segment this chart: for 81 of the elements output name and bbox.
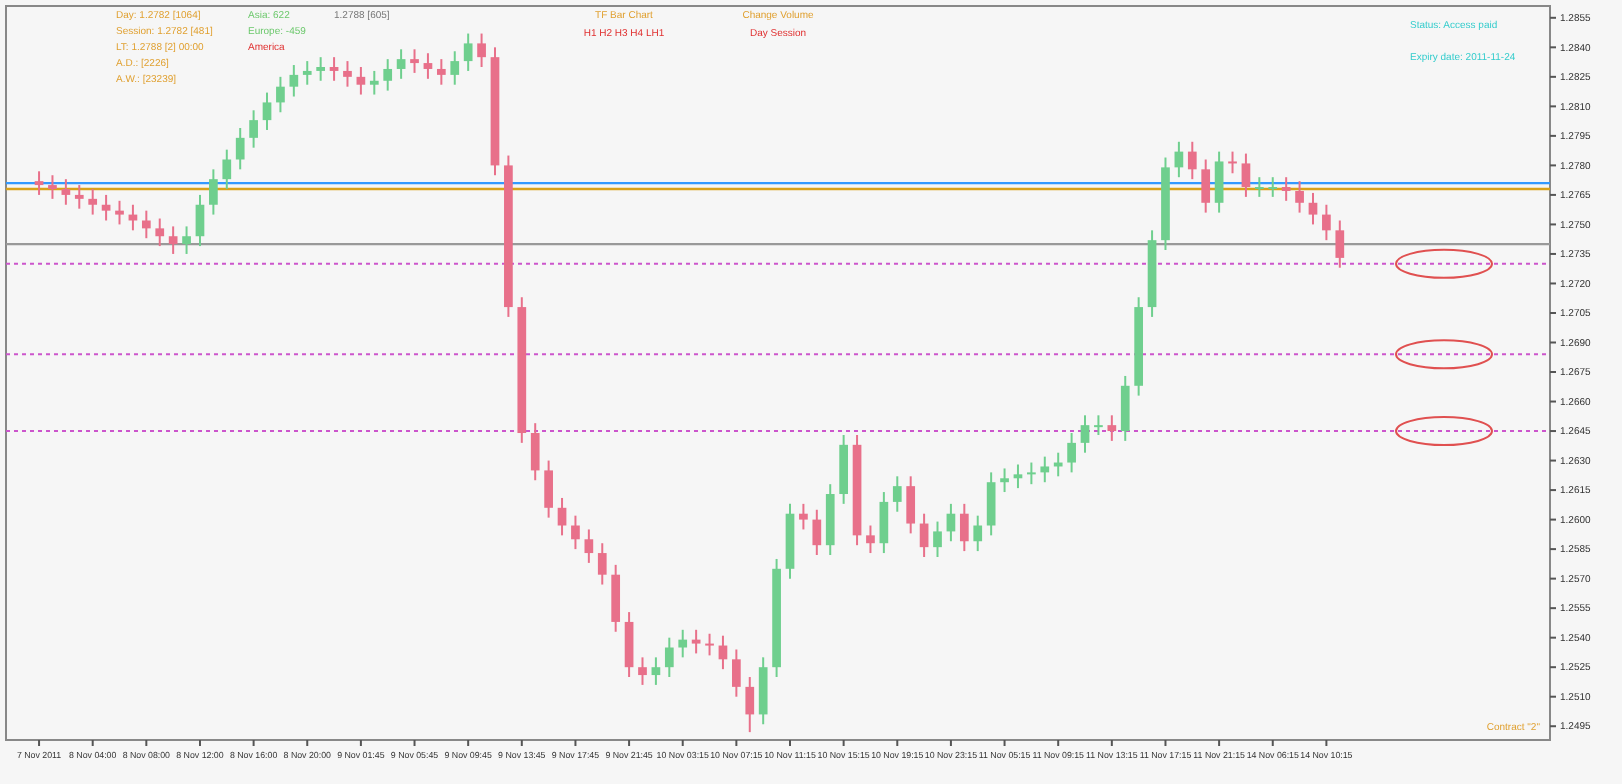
candlestick — [1201, 158, 1211, 214]
candlestick — [1228, 150, 1237, 175]
candlestick — [557, 496, 567, 537]
candlestick — [302, 60, 312, 86]
candlestick — [115, 199, 124, 226]
candlestick — [155, 217, 165, 248]
candlestick — [812, 508, 822, 557]
candlestick — [463, 32, 473, 72]
candlestick — [1308, 191, 1318, 226]
candlestick — [1094, 414, 1103, 436]
candlestick — [343, 60, 352, 88]
candlestick — [48, 174, 57, 200]
candlestick — [1080, 414, 1090, 454]
candlestick — [450, 50, 460, 86]
candlestick — [182, 225, 191, 255]
candlestick — [235, 127, 245, 171]
candlestick — [1067, 432, 1076, 474]
candlestick — [866, 524, 875, 555]
candlestick — [74, 184, 84, 210]
candlestick — [436, 58, 446, 86]
candlestick — [289, 64, 299, 98]
candlestick — [276, 75, 285, 114]
candlestick — [222, 148, 232, 191]
candlestick — [678, 628, 688, 659]
candlestick — [1295, 180, 1304, 214]
candlestick — [1000, 467, 1009, 494]
candlestick — [799, 502, 808, 531]
candlestick — [892, 475, 902, 513]
candlestick — [584, 528, 594, 564]
candlestick — [369, 69, 379, 96]
candlestick — [410, 48, 419, 74]
candlestick — [34, 170, 44, 196]
candlestick — [195, 193, 205, 248]
candlestick — [1040, 455, 1050, 484]
candlestick — [249, 109, 258, 149]
candlestick — [1027, 461, 1036, 486]
candlestick — [732, 648, 741, 698]
candlestick — [624, 611, 634, 679]
candlestick — [1013, 463, 1023, 490]
candlestick — [1107, 414, 1117, 442]
candlestick — [88, 188, 98, 216]
candlestick — [1281, 176, 1291, 202]
candlestick — [879, 491, 889, 555]
candlestick — [745, 676, 755, 734]
candlestick — [101, 193, 111, 222]
candlestick — [758, 656, 768, 726]
candlestick — [651, 656, 661, 686]
candlestick — [1322, 203, 1331, 242]
candlestick — [168, 225, 178, 255]
candlestick — [906, 475, 916, 535]
candlestick — [396, 48, 406, 80]
candlestick — [1268, 176, 1278, 198]
candlestick — [1241, 152, 1251, 198]
candlestick — [544, 459, 553, 519]
candlestick — [1214, 150, 1224, 214]
candlestick — [423, 52, 433, 80]
candlestick — [986, 471, 996, 537]
candlestick — [329, 56, 339, 82]
candlestick — [1254, 176, 1264, 198]
candlestick — [1187, 140, 1197, 181]
candlestick — [571, 514, 580, 551]
candlestick — [973, 514, 983, 553]
candlestick — [691, 628, 701, 655]
candlestick — [933, 520, 942, 558]
candlestick — [597, 542, 607, 586]
candlestick — [638, 656, 647, 686]
candlestick — [477, 32, 486, 68]
candlestick — [611, 563, 621, 633]
candlestick — [1120, 374, 1130, 442]
candlestick — [61, 178, 71, 206]
candlestick — [959, 502, 969, 553]
candlestick — [316, 56, 326, 82]
candlestick — [209, 168, 218, 216]
candlestick — [262, 91, 272, 131]
candlestick — [383, 58, 393, 92]
candlestick — [141, 209, 151, 240]
candlestick — [664, 636, 674, 679]
candlestick — [530, 422, 540, 482]
candlestick — [356, 66, 366, 96]
candlestick — [1335, 219, 1345, 269]
candlestick — [705, 632, 714, 657]
